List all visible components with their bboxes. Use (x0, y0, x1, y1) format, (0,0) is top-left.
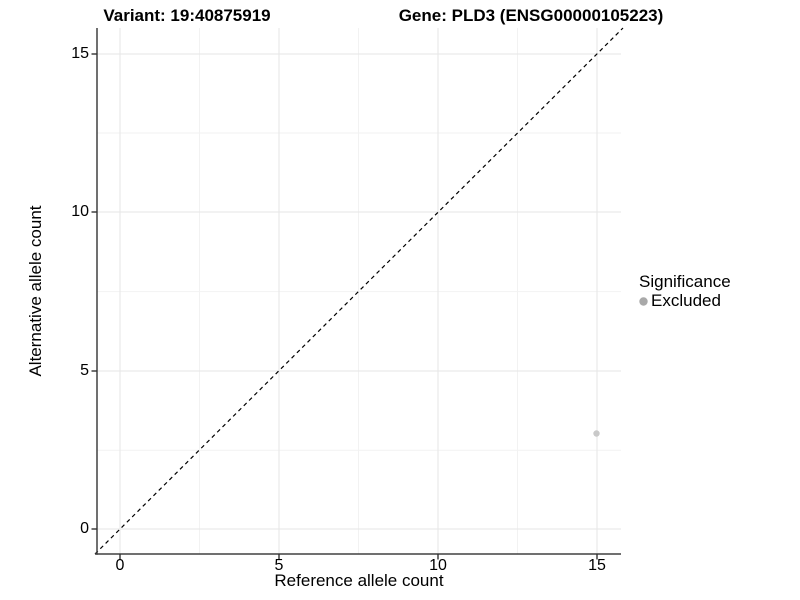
y-tick-label-10: 10 (71, 203, 89, 220)
y-tick-label-15: 15 (71, 45, 89, 62)
x-tick-label-0: 0 (115, 557, 125, 574)
x-tick-label-5: 5 (274, 557, 284, 574)
legend-key-dot-icon (639, 296, 648, 306)
data-point-excluded (593, 430, 600, 437)
legend-item-label: Excluded (651, 291, 721, 310)
axis-lines (95, 28, 621, 555)
legend-title: Significance (639, 272, 731, 291)
x-tick-marks (119, 554, 598, 560)
major-gridlines (97, 28, 621, 554)
y-tick-label-0: 0 (80, 520, 89, 537)
y-axis-title: Alternative allele count (26, 205, 45, 377)
x-tick-label-10: 10 (429, 557, 447, 574)
minor-gridlines (97, 28, 621, 554)
y-tick-marks (91, 53, 97, 530)
x-axis-title: Reference allele count (274, 571, 444, 590)
legend-item-excluded: Excluded (637, 292, 797, 310)
x-tick-label-15: 15 (588, 557, 606, 574)
y-tick-label-5: 5 (80, 362, 89, 379)
plot-title-variant: Variant: 19:40875919 (103, 6, 271, 25)
legend: Significance Excluded (637, 272, 797, 310)
plot-title-gene: Gene: PLD3 (ENSG00000105223) (398, 6, 664, 25)
